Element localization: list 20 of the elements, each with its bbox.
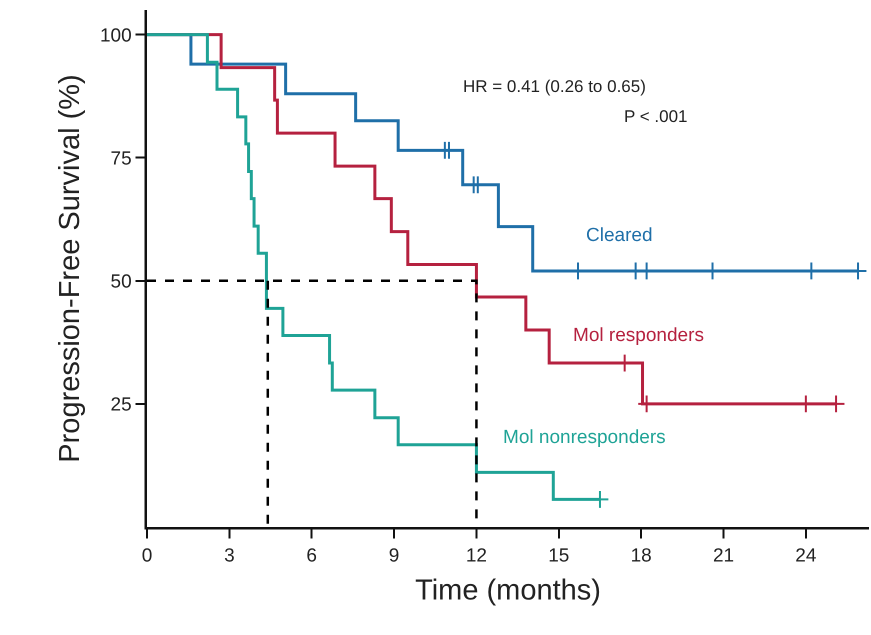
x-tick-label: 12 (466, 545, 487, 566)
y-tick-label: 25 (110, 394, 132, 416)
series-label: Cleared (586, 225, 653, 246)
x-tick-label: 24 (795, 545, 817, 566)
x-axis-title: Time (months) (415, 574, 601, 606)
x-tick-label: 6 (306, 545, 317, 566)
series-label: Mol nonresponders (503, 427, 666, 448)
x-tick-label: 0 (142, 545, 152, 566)
x-tick-label: 9 (388, 545, 400, 566)
y-tick-label: 100 (100, 25, 132, 46)
x-tick-label: 3 (224, 545, 235, 566)
x-tick-label: 21 (712, 545, 734, 566)
y-tick-label: 75 (110, 148, 132, 170)
x-tick-label: 18 (630, 545, 652, 566)
annotation: HR = 0.41 (0.26 to 0.65) (463, 77, 646, 96)
annotation: P < .001 (624, 107, 688, 126)
y-axis-title: Progression-Free Survival (%) (54, 74, 86, 463)
y-tick-label: 50 (110, 271, 132, 292)
x-tick-label: 15 (548, 545, 570, 566)
series-label: Mol responders (573, 325, 704, 346)
